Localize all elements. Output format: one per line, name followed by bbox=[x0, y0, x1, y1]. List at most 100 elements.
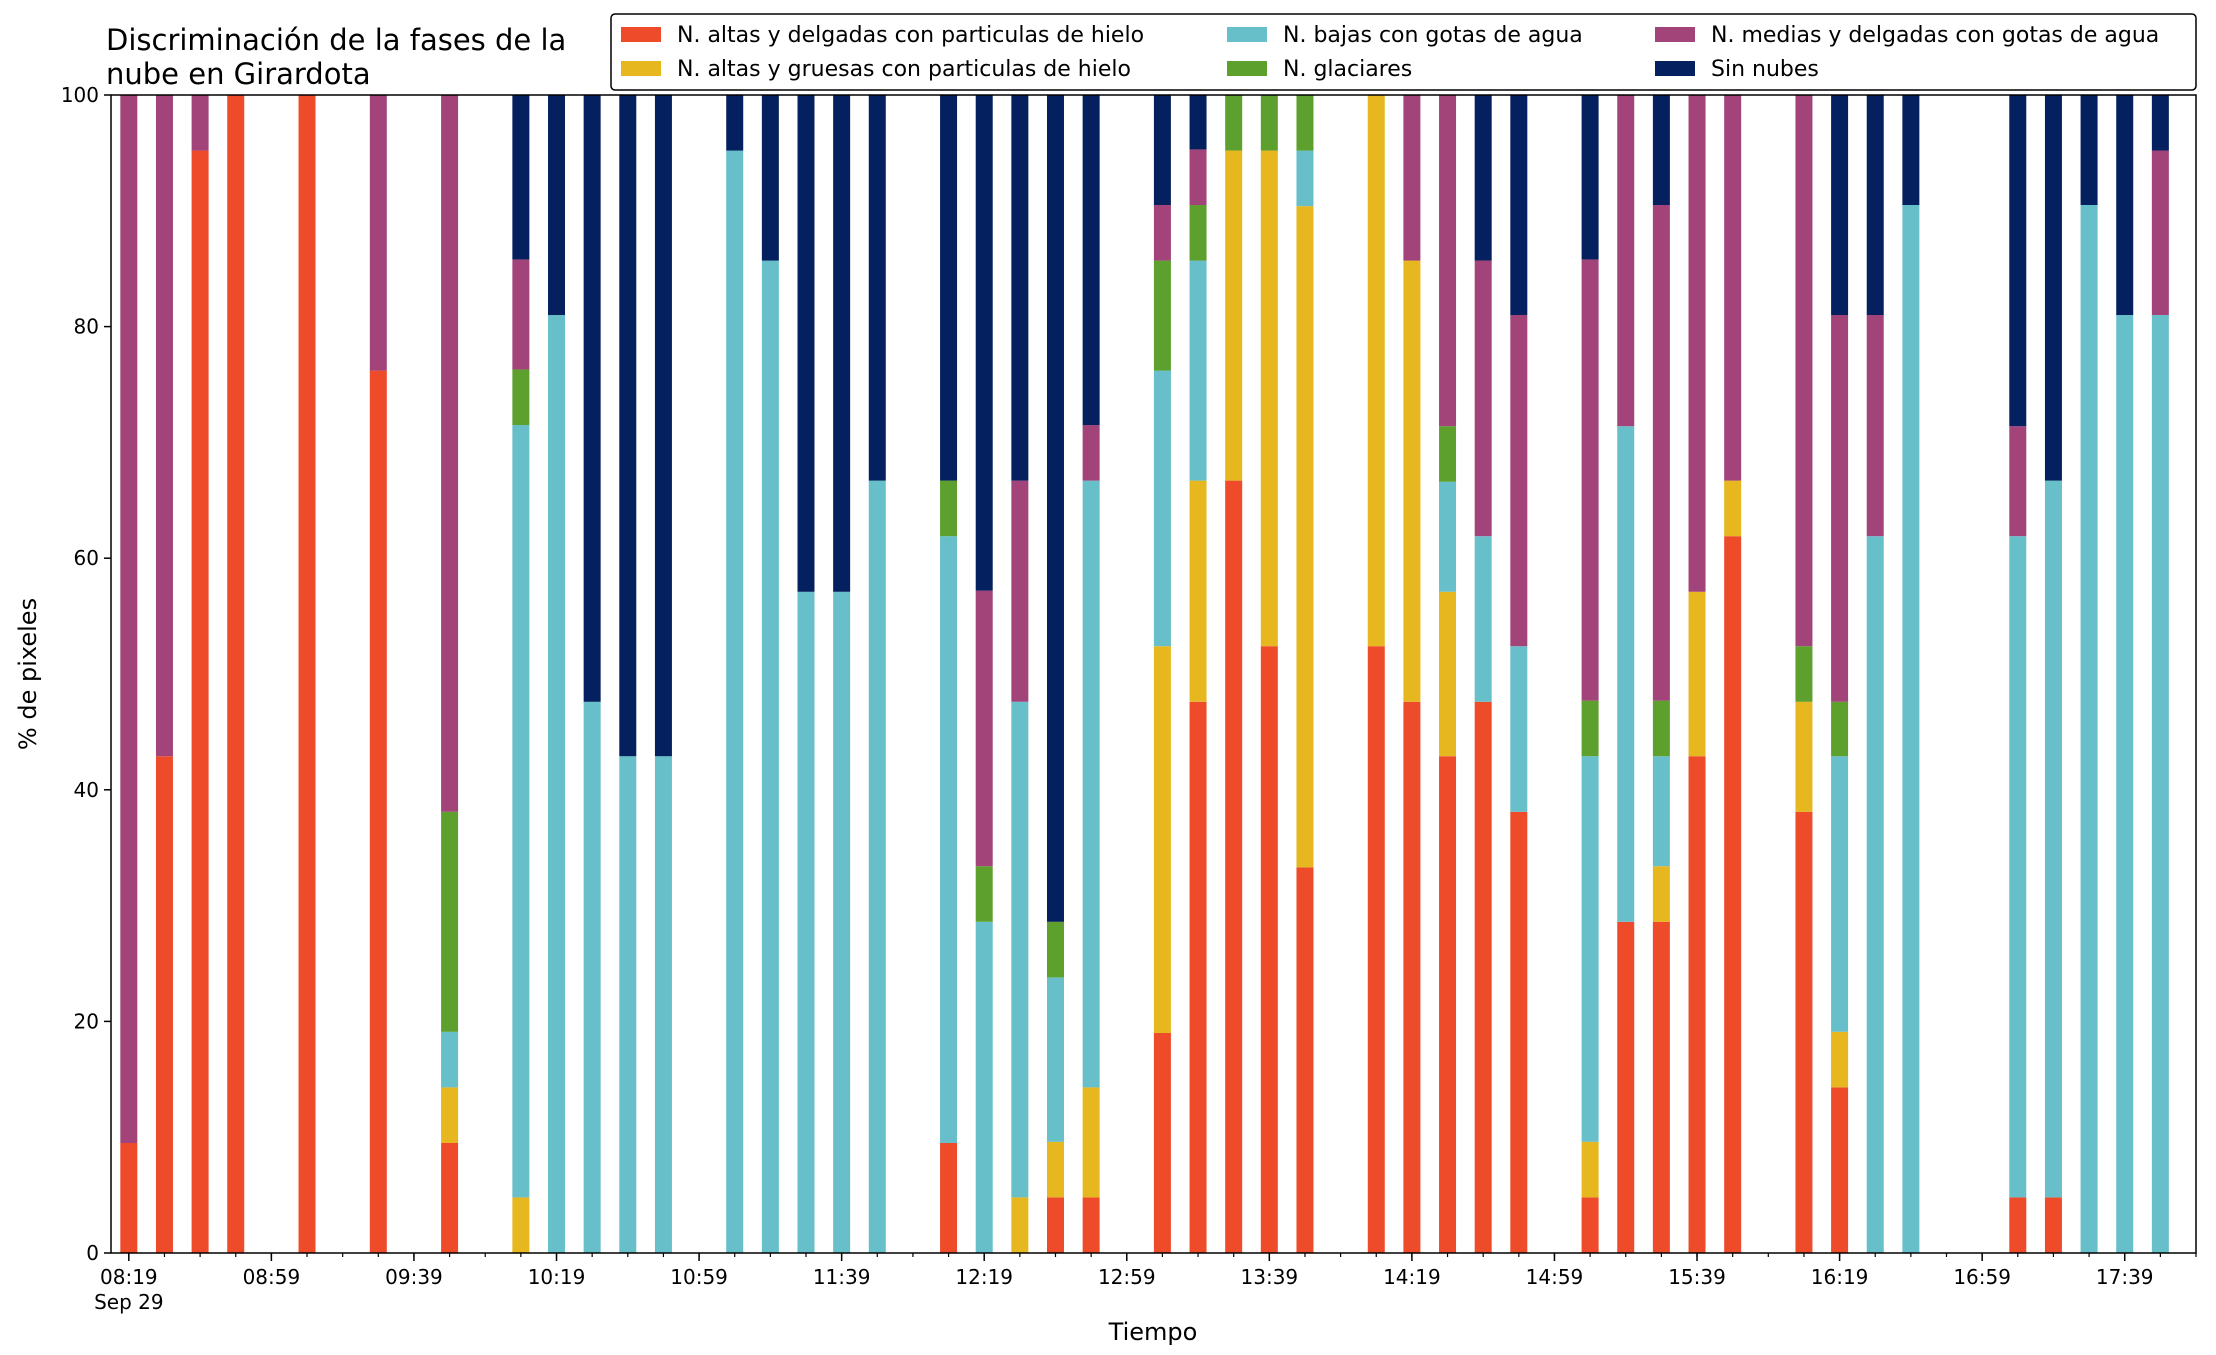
bar-segment-sn-1729 bbox=[2080, 95, 2098, 206]
bar-segment-ad-1409 bbox=[1367, 646, 1385, 1253]
bar-segment-bg-1019 bbox=[548, 315, 566, 1253]
bar-segment-sn-1719 bbox=[2044, 95, 2062, 481]
legend-label-bg: N. bajas con gotas de agua bbox=[1283, 23, 1583, 48]
bar-segment-gl-1529 bbox=[1652, 700, 1670, 757]
bar-segment-sn-1029 bbox=[583, 95, 601, 702]
bar-segment-ag-1549 bbox=[1724, 480, 1742, 537]
bar-segment-bg-1209 bbox=[940, 536, 958, 1143]
bar-segment-gl-1429 bbox=[1439, 426, 1457, 482]
bar-segment-gl-1239 bbox=[1046, 921, 1064, 978]
bar-segment-bg-1139 bbox=[833, 591, 851, 1253]
bar-segment-ag-1329 bbox=[1225, 150, 1243, 481]
bar-segment-ad-1509 bbox=[1581, 1197, 1599, 1253]
bar-segment-sn-1309 bbox=[1153, 95, 1171, 206]
bar-segment-bg-1049 bbox=[654, 756, 672, 1253]
bar-segment-md-1519 bbox=[1617, 95, 1635, 427]
bar-segment-ag-1009 bbox=[512, 1197, 530, 1253]
bar-segment-ad-0929 bbox=[369, 370, 387, 1254]
y-tick-label-20: 20 bbox=[74, 1009, 99, 1033]
bar-segment-bg-1439 bbox=[1474, 536, 1492, 702]
bar-segment-gl-1009 bbox=[512, 369, 530, 426]
x-tick-label-1419: 14:19 bbox=[1383, 1265, 1441, 1289]
bar-segment-gl-1509 bbox=[1581, 700, 1599, 757]
bar-segment-ad-1549 bbox=[1724, 536, 1742, 1253]
bar-segment-bg-1219 bbox=[975, 921, 993, 1253]
bar-segment-sn-1119 bbox=[761, 95, 779, 261]
legend-label-ad: N. altas y delgadas con particulas de hi… bbox=[677, 23, 1144, 48]
bar-segment-md-1009 bbox=[512, 259, 530, 370]
bar-segment-gl-1309 bbox=[1153, 260, 1171, 371]
x-tick-label-1339: 13:39 bbox=[1241, 1265, 1299, 1289]
legend-swatch-gl bbox=[1227, 61, 1267, 76]
bar-segment-sn-1529 bbox=[1652, 95, 1670, 206]
bar-segment-bg-1119 bbox=[761, 260, 779, 1254]
bar-segment-bg-1109 bbox=[726, 150, 744, 1254]
chart-title-line-2: nube en Girardota bbox=[106, 57, 371, 91]
x-tick-label-0859: 08:59 bbox=[243, 1265, 301, 1289]
bar-segment-md-1249 bbox=[1082, 425, 1100, 481]
bar-segment-sn-1509 bbox=[1581, 95, 1599, 260]
bar-segment-md-1749 bbox=[2151, 150, 2169, 316]
bar-segment-md-1429 bbox=[1439, 95, 1457, 427]
bar-segment-md-0929 bbox=[369, 95, 387, 371]
bar-segment-ag-1419 bbox=[1403, 260, 1421, 702]
bar-segment-bg-1029 bbox=[583, 701, 601, 1253]
bar-segment-ad-0949 bbox=[441, 1142, 459, 1253]
bar-segment-sn-1449 bbox=[1510, 95, 1528, 316]
bar-segment-md-1709 bbox=[2009, 426, 2027, 537]
plot-area bbox=[110, 94, 2197, 1254]
bar-segment-ag-1509 bbox=[1581, 1141, 1599, 1198]
x-tick-label-0939: 09:39 bbox=[385, 1265, 443, 1289]
bar-segment-gl-1339 bbox=[1260, 95, 1278, 151]
bar-segment-bg-1129 bbox=[797, 591, 815, 1253]
bar-segment-sn-1239 bbox=[1046, 95, 1064, 922]
bar-segment-bg-1309 bbox=[1153, 370, 1171, 647]
bar-segment-ag-1349 bbox=[1296, 206, 1314, 868]
bar-segment-bg-1629 bbox=[1866, 536, 1884, 1253]
bar-segment-sn-1139 bbox=[833, 95, 851, 592]
bar-segment-gl-0949 bbox=[441, 811, 459, 1032]
bar-segment-ad-1609 bbox=[1795, 811, 1813, 1253]
bar-segment-ad-0819 bbox=[120, 1142, 138, 1253]
bar-segment-ad-0839 bbox=[191, 150, 209, 1254]
bar-segment-md-0949 bbox=[441, 95, 459, 812]
bar-segment-ag-1249 bbox=[1082, 1087, 1100, 1198]
y-tick-label-40: 40 bbox=[74, 778, 99, 802]
x-tick-label-1059: 10:59 bbox=[670, 1265, 728, 1289]
bar-segment-ag-1429 bbox=[1439, 591, 1457, 757]
bar-segment-bg-0949 bbox=[441, 1031, 459, 1088]
bar-segment-ag-1239 bbox=[1046, 1141, 1064, 1198]
bar-segment-ad-1449 bbox=[1510, 811, 1528, 1253]
bar-segment-bg-1149 bbox=[868, 480, 886, 1253]
bar-segment-gl-1349 bbox=[1296, 95, 1314, 151]
bar-segment-md-1619 bbox=[1831, 315, 1849, 702]
bar-segment-ad-0849 bbox=[227, 95, 245, 1253]
bar-segment-ag-1609 bbox=[1795, 701, 1813, 812]
bar-segment-ad-1619 bbox=[1831, 1087, 1849, 1253]
bar-segment-md-0839 bbox=[191, 95, 209, 151]
bar-segment-sn-1229 bbox=[1011, 95, 1029, 481]
legend-swatch-ad bbox=[621, 27, 661, 42]
bar-segment-ag-1539 bbox=[1688, 591, 1706, 757]
bar-segment-bg-1429 bbox=[1439, 481, 1457, 592]
chart-title: Discriminación de la fases de la nube en… bbox=[106, 23, 566, 91]
bar-segment-sn-1219 bbox=[975, 95, 993, 591]
bar-segment-ad-1719 bbox=[2044, 1197, 2062, 1253]
bar-segment-sn-1639 bbox=[1902, 95, 1920, 206]
x-tick-label-1259: 12:59 bbox=[1098, 1265, 1156, 1289]
y-tick-label-60: 60 bbox=[74, 546, 99, 570]
bar-segment-sn-1249 bbox=[1082, 95, 1100, 426]
bar-segment-bg-1509 bbox=[1581, 756, 1599, 1142]
bar-segment-sn-1739 bbox=[2116, 95, 2134, 316]
bar-segment-md-1549 bbox=[1724, 95, 1742, 481]
bar-segment-md-1219 bbox=[975, 590, 993, 867]
bar-segment-sn-1629 bbox=[1866, 95, 1884, 316]
bar-segment-ag-1409 bbox=[1367, 95, 1385, 647]
bar-segment-gl-1219 bbox=[975, 866, 993, 922]
bar-segment-sn-1749 bbox=[2151, 95, 2169, 151]
bar-segment-md-1439 bbox=[1474, 260, 1492, 537]
y-axis: 0 20 40 60 80 100 bbox=[61, 83, 111, 1265]
bar-segment-gl-1209 bbox=[940, 480, 958, 537]
x-tick-label-1619: 16:19 bbox=[1811, 1265, 1869, 1289]
